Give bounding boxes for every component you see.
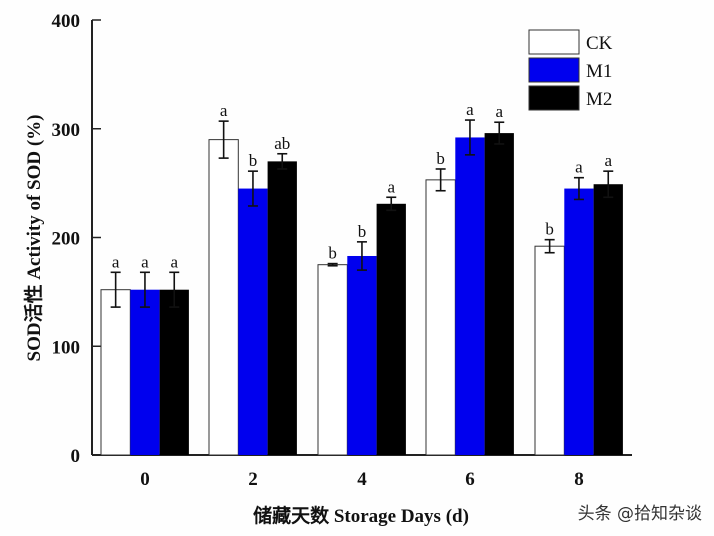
bar-m1 xyxy=(564,188,594,455)
bar-ck xyxy=(317,264,348,456)
significance-letter: b xyxy=(436,149,445,168)
x-tick-label: 6 xyxy=(465,469,475,490)
significance-letter: b xyxy=(249,151,258,170)
x-tick-label: 4 xyxy=(357,469,367,490)
bar-ck xyxy=(208,139,239,456)
legend-swatch xyxy=(528,29,580,55)
y-axis: 0 100 200 300 400 xyxy=(52,11,101,467)
significance-letter: b xyxy=(545,220,554,239)
bar-m2 xyxy=(593,184,623,455)
x-axis-title: 储藏天数 Storage Days (d) xyxy=(253,504,469,527)
bar-m1 xyxy=(347,255,377,455)
bar-ck xyxy=(100,289,131,456)
bar-group-day-4: b b a xyxy=(317,177,406,456)
y-tick-label: 400 xyxy=(52,11,81,32)
y-tick-label: 0 xyxy=(71,446,81,467)
legend-item-m1: M1 xyxy=(528,57,612,83)
bar-ck xyxy=(425,179,456,456)
significance-letter: b xyxy=(358,222,367,241)
significance-letter: a xyxy=(141,252,149,271)
x-tick-label: 0 xyxy=(140,469,150,490)
legend-label: CK xyxy=(586,33,613,54)
significance-letter: b xyxy=(328,244,337,263)
significance-letter: a xyxy=(604,151,612,170)
significance-letter: a xyxy=(466,100,474,119)
significance-letter: ab xyxy=(274,134,290,153)
bar-group-day-8: b a a xyxy=(534,151,623,456)
bar-m1 xyxy=(130,289,160,455)
significance-letter: a xyxy=(220,101,228,120)
significance-letter: a xyxy=(112,252,120,271)
significance-letter: a xyxy=(387,177,395,196)
y-tick-label: 200 xyxy=(52,229,81,250)
legend-swatch xyxy=(528,85,580,111)
bar-group-day-6: b a a xyxy=(425,100,514,456)
bar-m2 xyxy=(159,289,189,455)
legend-item-ck: CK xyxy=(528,29,613,55)
significance-letter: a xyxy=(495,102,503,121)
legend: CK M1 M2 xyxy=(528,29,613,111)
legend-label: M2 xyxy=(586,89,612,110)
bar-m2 xyxy=(484,133,514,455)
x-tick-label: 2 xyxy=(248,469,258,490)
x-tick-label: 8 xyxy=(574,469,584,490)
legend-label: M1 xyxy=(586,61,612,82)
watermark: 头条 @拾知杂谈 xyxy=(577,504,702,524)
x-axis: 0 2 4 6 8 xyxy=(92,454,632,490)
bar-ck xyxy=(534,245,565,456)
y-tick-label: 100 xyxy=(52,337,81,358)
y-axis-title: SOD活性 Activity of SOD (%) xyxy=(22,115,45,362)
legend-item-m2: M2 xyxy=(528,85,612,111)
bar-m1 xyxy=(238,188,268,455)
bar-m2 xyxy=(267,161,297,455)
legend-swatch xyxy=(528,57,580,83)
y-tick-label: 300 xyxy=(52,120,81,141)
bar-m1 xyxy=(455,137,485,455)
significance-letter: a xyxy=(575,158,583,177)
bar-m2 xyxy=(376,203,406,455)
significance-letter: a xyxy=(170,252,178,271)
